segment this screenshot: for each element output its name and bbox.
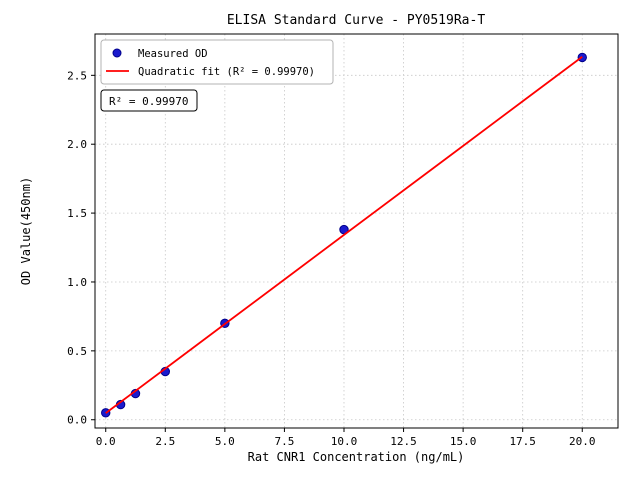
y-axis-label: OD Value(450nm) (19, 177, 33, 285)
x-tick-label: 10.0 (331, 435, 358, 448)
x-tick-label: 5.0 (215, 435, 235, 448)
measured-od-marker-icon (112, 48, 122, 58)
x-tick-label: 2.5 (155, 435, 175, 448)
y-tick-label: 2.5 (67, 69, 87, 82)
series-layer (101, 52, 587, 418)
fit-line (105, 56, 583, 414)
legend-box (100, 39, 334, 85)
r-squared-annotation: R² = 0.99970 (100, 89, 198, 112)
y-tick-label: 1.5 (67, 207, 87, 220)
chart-title: ELISA Standard Curve - PY0519Ra-T (227, 13, 485, 28)
y-tick-label: 0.0 (67, 414, 87, 427)
y-tick-label: 2.0 (67, 138, 87, 151)
legend: Measured OD Quadratic fit (R² = 0.99970) (100, 39, 334, 85)
x-tick-label: 7.5 (274, 435, 294, 448)
y-tick-label: 0.5 (67, 345, 87, 358)
x-tick-label: 20.0 (569, 435, 596, 448)
x-axis-label: Rat CNR1 Concentration (ng/mL) (248, 450, 465, 464)
plot-border (94, 33, 619, 429)
legend-label-quadratic-fit: Quadratic fit (R² = 0.99970) (138, 66, 315, 78)
x-tick-label: 12.5 (390, 435, 417, 448)
grid-layer (95, 34, 618, 428)
y-tick-label: 1.0 (67, 276, 87, 289)
annotation-box (100, 89, 198, 112)
annotation-text: R² = 0.99970 (109, 95, 188, 108)
legend-label-measured-od: Measured OD (138, 48, 208, 60)
x-tick-label: 15.0 (450, 435, 477, 448)
tick-layer: 0.0 2.5 5.0 7.5 10.0 12.5 15.0 17.5 20.0 0.0 0.5 1.… (67, 69, 595, 448)
x-tick-label: 17.5 (509, 435, 536, 448)
x-tick-label: 0.0 (96, 435, 116, 448)
